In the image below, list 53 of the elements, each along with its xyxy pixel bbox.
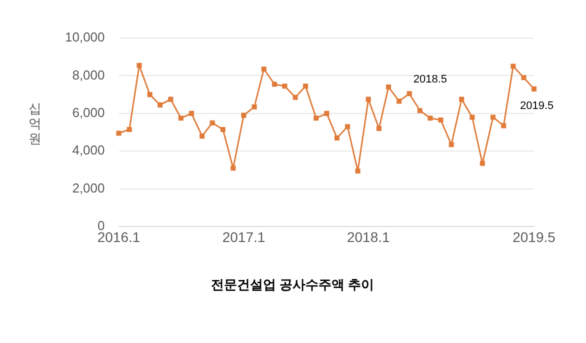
point bbox=[188, 110, 194, 116]
point bbox=[303, 84, 308, 89]
point bbox=[406, 91, 412, 96]
point bbox=[261, 66, 266, 72]
y-tick-label: 6,000 bbox=[72, 105, 105, 120]
point bbox=[438, 118, 444, 123]
point bbox=[428, 116, 433, 121]
point bbox=[116, 130, 122, 136]
y-tick-label: 10,000 bbox=[64, 30, 105, 45]
point bbox=[272, 82, 277, 87]
point bbox=[158, 102, 163, 108]
point bbox=[282, 84, 288, 89]
point bbox=[230, 166, 236, 171]
point bbox=[396, 98, 402, 104]
point bbox=[168, 96, 174, 102]
y-tick-label: 8,000 bbox=[72, 67, 105, 82]
point bbox=[480, 160, 485, 166]
point bbox=[210, 120, 215, 126]
x-tick-label: 2017.1 bbox=[222, 228, 266, 245]
annotation: 2019.5 bbox=[520, 100, 554, 112]
point bbox=[521, 75, 526, 80]
point bbox=[501, 123, 506, 128]
x-tick-label: 2019.5 bbox=[512, 228, 556, 245]
point bbox=[178, 116, 184, 121]
point bbox=[345, 124, 350, 130]
point bbox=[355, 168, 360, 174]
point bbox=[417, 108, 422, 114]
point bbox=[200, 134, 205, 139]
y-axis-title: 십억 원 bbox=[28, 100, 42, 146]
point bbox=[334, 135, 340, 140]
point bbox=[241, 112, 246, 118]
point bbox=[386, 84, 392, 90]
point bbox=[459, 96, 464, 102]
y-tick-label: 2,000 bbox=[72, 180, 105, 196]
point bbox=[531, 86, 537, 92]
text: 전문건설업 공사수주액 추이 bbox=[210, 276, 374, 292]
point bbox=[126, 126, 132, 132]
point bbox=[252, 104, 257, 110]
x-tick-label: 2018.1 bbox=[346, 228, 390, 245]
annotation: 2018.5 bbox=[413, 74, 448, 86]
point bbox=[510, 64, 516, 69]
point bbox=[314, 116, 319, 121]
point bbox=[448, 142, 454, 148]
y-tick-label: 4,000 bbox=[72, 142, 105, 158]
point bbox=[366, 96, 371, 102]
point bbox=[490, 114, 496, 120]
point bbox=[470, 114, 475, 120]
point bbox=[220, 126, 226, 132]
point bbox=[324, 110, 330, 116]
point bbox=[292, 94, 298, 100]
point bbox=[136, 62, 142, 68]
point bbox=[376, 126, 382, 132]
point bbox=[147, 92, 152, 98]
